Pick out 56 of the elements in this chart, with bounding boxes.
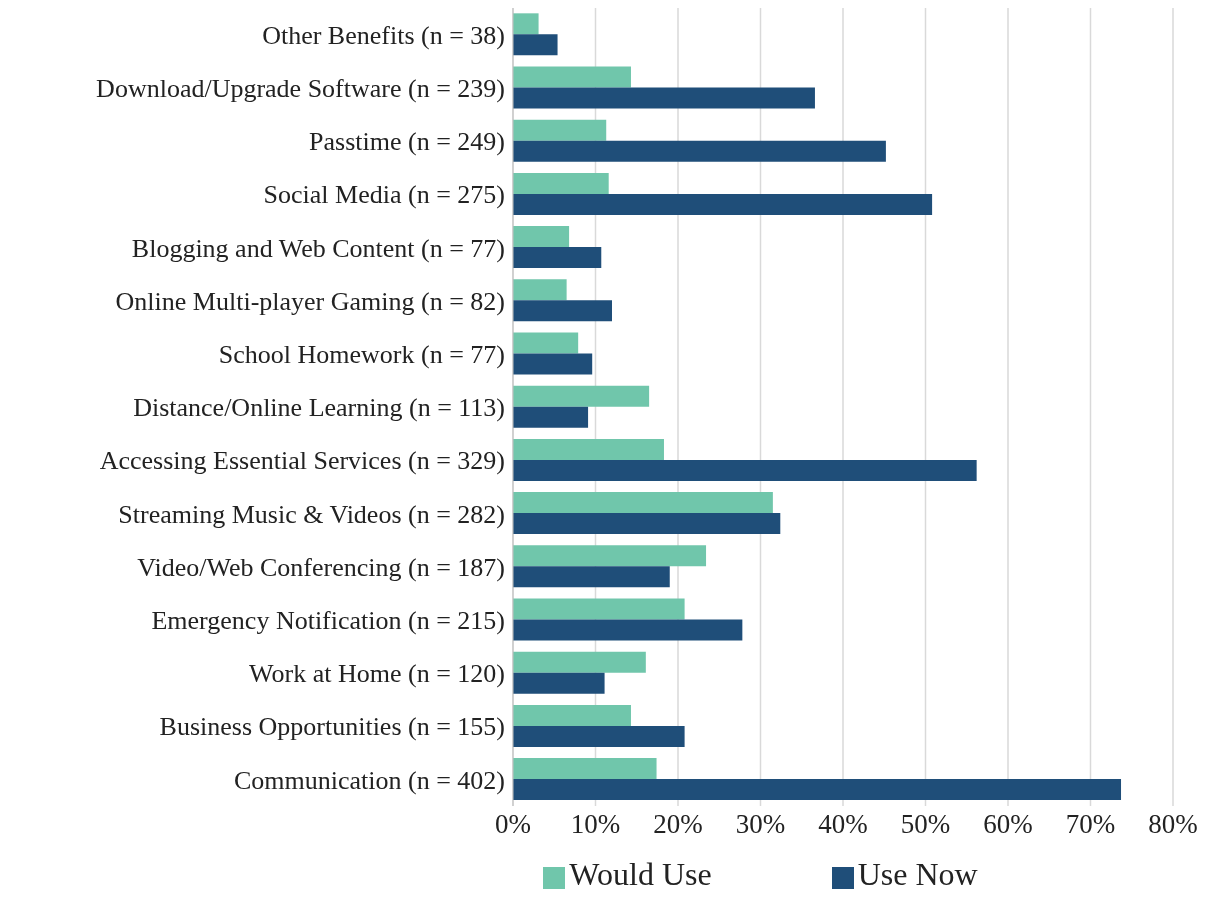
bar [513, 672, 605, 694]
bar [513, 651, 646, 673]
bar [513, 619, 743, 641]
bar [513, 779, 1122, 801]
bar [513, 172, 609, 194]
bar [513, 758, 657, 780]
y-tick-label: Other Benefits (n = 38) [262, 20, 505, 50]
y-tick-label: Video/Web Conferencing (n = 187) [137, 552, 505, 582]
bar [513, 513, 781, 535]
legend-label: Use Now [857, 856, 978, 892]
x-tick-label: 30% [735, 809, 786, 840]
y-tick-label: Emergency Notification (n = 215) [151, 606, 505, 636]
x-tick-label: 50% [900, 809, 951, 840]
x-tick-label: 80% [1148, 809, 1198, 840]
y-tick-label: Download/Upgrade Software (n = 239) [96, 74, 505, 104]
bar [513, 598, 685, 620]
y-tick-label: Distance/Online Learning (n = 113) [133, 393, 505, 423]
bar [513, 704, 631, 726]
bar [513, 34, 558, 56]
bar [513, 332, 579, 354]
y-tick-label: Communication (n = 402) [233, 765, 505, 795]
y-tick-label: Passtime (n = 249) [309, 127, 505, 157]
bar [513, 385, 650, 407]
bar [513, 459, 977, 481]
y-tick-label: Work at Home (n = 120) [249, 659, 505, 689]
x-tick-label: 20% [653, 809, 703, 840]
x-tick-label: 70% [1065, 809, 1116, 840]
bar [513, 545, 707, 567]
x-tick-label: 0% [495, 809, 531, 840]
bar [513, 492, 773, 514]
bar [513, 353, 593, 375]
legend-label: Would Use [569, 856, 712, 892]
bar [513, 119, 607, 141]
bar [513, 438, 664, 460]
x-tick-label: 60% [983, 809, 1033, 840]
bar [513, 66, 631, 88]
bar [513, 279, 567, 301]
y-tick-label: Business Opportunities (n = 155) [159, 712, 505, 742]
bar [513, 406, 589, 428]
y-tick-label: Streaming Music & Videos (n = 282) [118, 499, 505, 529]
y-tick-label: School Homework (n = 77) [218, 340, 505, 370]
bar [513, 247, 602, 269]
y-tick-label: Blogging and Web Content (n = 77) [131, 233, 505, 263]
bar [513, 193, 933, 215]
x-tick-label: 10% [570, 809, 621, 840]
y-tick-label: Social Media (n = 275) [263, 180, 505, 210]
bar [513, 87, 815, 109]
bar [513, 300, 612, 322]
bar [513, 226, 570, 248]
bar [513, 566, 670, 588]
y-tick-label: Online Multi-player Gaming (n = 82) [115, 286, 505, 316]
x-tick-label: 40% [818, 809, 868, 840]
bar [513, 140, 886, 162]
bar [513, 725, 685, 747]
bar [513, 13, 539, 35]
y-tick-label: Accessing Essential Services (n = 329) [99, 446, 505, 476]
